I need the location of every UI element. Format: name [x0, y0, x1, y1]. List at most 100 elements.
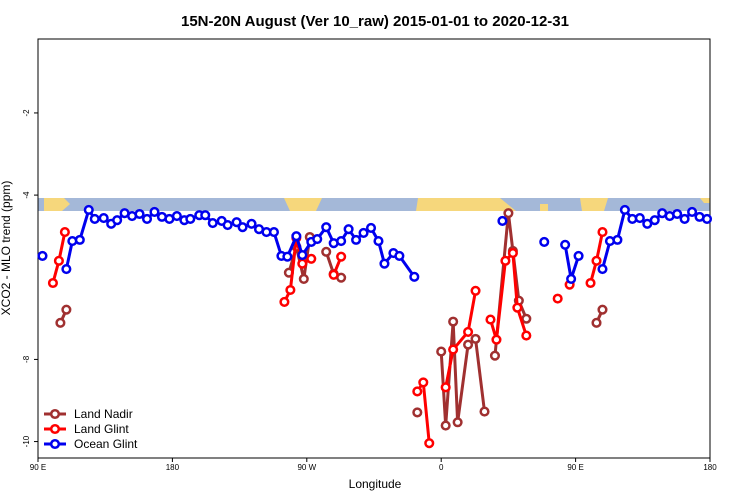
legend-marker — [49, 408, 61, 420]
data-point — [463, 326, 474, 337]
x-tick-label: 90 W — [297, 463, 316, 472]
chart-title: 15N-20N August (Ver 10_raw) 2015-01-01 t… — [181, 13, 569, 30]
data-point — [470, 333, 481, 344]
data-point — [560, 239, 571, 250]
data-point — [298, 273, 309, 284]
data-point — [573, 250, 584, 261]
series-line — [51, 231, 604, 444]
data-point — [358, 227, 369, 238]
data-point — [297, 250, 308, 261]
data-point — [351, 234, 362, 245]
data-point — [619, 204, 630, 215]
y-tick-label: -10 — [22, 435, 31, 447]
data-point — [597, 227, 608, 238]
data-point — [409, 271, 420, 282]
data-point — [452, 417, 463, 428]
data-point — [701, 213, 713, 224]
data-point — [539, 236, 550, 247]
legend-label: Ocean Glint — [74, 437, 138, 451]
x-axis-label: Longitude — [349, 477, 402, 491]
data-point — [679, 213, 690, 224]
data-point — [53, 255, 64, 266]
data-point — [412, 386, 423, 397]
data-point — [597, 263, 608, 275]
data-point — [440, 420, 451, 431]
data-point — [231, 217, 242, 228]
data-point — [379, 258, 390, 269]
data-point — [521, 330, 532, 341]
x-tick-label: 90 E — [567, 463, 583, 472]
legend-marker — [49, 438, 61, 450]
data-point — [470, 285, 481, 296]
data-point — [37, 250, 48, 261]
data-point — [448, 316, 459, 327]
data-point — [500, 255, 511, 266]
y-axis-label: XCO2 - MLO trend (ppm) — [0, 181, 13, 316]
data-point — [649, 215, 660, 226]
data-point — [597, 304, 608, 315]
data-point — [200, 210, 211, 221]
data-point — [343, 224, 354, 235]
x-tick-label: 0 — [439, 463, 444, 472]
legend-label: Land Glint — [74, 422, 129, 436]
data-point — [47, 277, 58, 289]
data-point — [268, 227, 279, 238]
data-point — [83, 204, 94, 215]
data-point — [436, 346, 447, 357]
data-point — [512, 302, 523, 313]
data-point — [279, 296, 290, 307]
data-point — [55, 317, 66, 328]
data-point — [297, 258, 308, 269]
x-tick-label: 180 — [703, 463, 717, 472]
data-point — [171, 210, 182, 222]
data-point — [185, 213, 196, 224]
data-point — [59, 227, 70, 238]
y-tick-label: -8 — [22, 355, 31, 363]
data-point — [418, 377, 429, 388]
data-point — [237, 222, 248, 233]
data-point — [687, 206, 698, 217]
data-point — [424, 438, 435, 449]
y-tick-label: -2 — [22, 109, 31, 117]
data-point — [74, 234, 85, 245]
data-point — [312, 234, 323, 245]
x-tick-label: 180 — [166, 463, 180, 472]
data-point — [112, 215, 123, 226]
data-point — [394, 250, 405, 261]
data-point — [497, 215, 508, 227]
data-point — [61, 304, 72, 315]
data-point — [134, 208, 145, 220]
data-point — [373, 236, 384, 247]
data-point — [141, 213, 153, 224]
data-point — [463, 339, 474, 350]
data-point — [282, 251, 293, 262]
data-point — [89, 213, 100, 224]
data-point — [246, 218, 257, 229]
data-point — [485, 314, 496, 325]
data-point — [489, 350, 501, 361]
data-point — [207, 217, 218, 229]
data-point — [336, 236, 347, 247]
data-point — [321, 246, 332, 257]
y-tick-label: -4 — [22, 191, 31, 199]
data-point — [612, 234, 623, 245]
data-point — [149, 206, 160, 217]
legend-marker — [49, 423, 61, 435]
data-point — [285, 284, 296, 296]
data-point — [566, 273, 577, 284]
data-point — [328, 269, 339, 280]
data-point — [440, 382, 451, 393]
plot-frame — [37, 38, 711, 459]
data-point — [336, 251, 347, 262]
data-point — [507, 247, 518, 259]
data-point — [591, 255, 602, 266]
data-point — [98, 213, 109, 224]
data-point — [61, 263, 72, 275]
data-point — [448, 344, 459, 355]
data-point — [365, 222, 377, 234]
data-point — [321, 222, 332, 233]
data-point — [521, 313, 532, 324]
data-point — [552, 293, 563, 304]
data-point — [306, 253, 317, 264]
